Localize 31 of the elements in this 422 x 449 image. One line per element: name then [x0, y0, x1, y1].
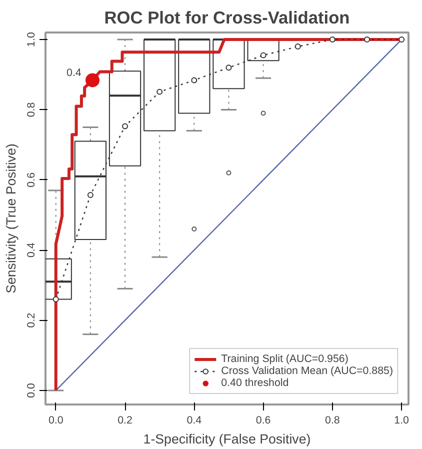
point [294, 44, 301, 50]
y-axis-title: Sensitivity (True Positive) [4, 144, 18, 294]
point [86, 73, 100, 88]
y-tick-label: 0.0 [26, 382, 38, 398]
x-tick-label: 0.8 [325, 414, 340, 426]
chart-title: ROC Plot for Cross-Validation [104, 8, 350, 28]
x-tick-label: 0.2 [118, 414, 132, 426]
x-tick-label: 0.6 [256, 414, 271, 426]
point [87, 192, 94, 198]
point [226, 64, 232, 71]
x-axis-title: 1-Specificity (False Positive) [143, 432, 311, 446]
point [52, 296, 59, 302]
point [260, 52, 266, 58]
annotation: 0.4 [66, 67, 82, 80]
y-tick-label: 0.6 [26, 172, 38, 188]
point [329, 36, 336, 43]
point [398, 36, 405, 43]
point [122, 123, 128, 130]
legend-label: Cross Validation Mean (AUC=0.885) [221, 365, 393, 377]
y-tick-label: 0.4 [26, 242, 38, 258]
y-tick-label: 0.8 [26, 102, 38, 118]
point [191, 77, 198, 84]
legend-label: Training Split (AUC=0.956) [221, 353, 348, 365]
x-tick-label: 0.4 [186, 414, 202, 426]
point [156, 88, 163, 95]
y-tick-label: 1.0 [26, 32, 38, 47]
y-tick-label: 0.2 [26, 312, 38, 328]
legend-label: 0.40 threshold [221, 377, 289, 389]
point [364, 36, 370, 43]
x-tick-label: 0.0 [48, 414, 64, 426]
x-tick-label: 1.0 [394, 414, 410, 426]
